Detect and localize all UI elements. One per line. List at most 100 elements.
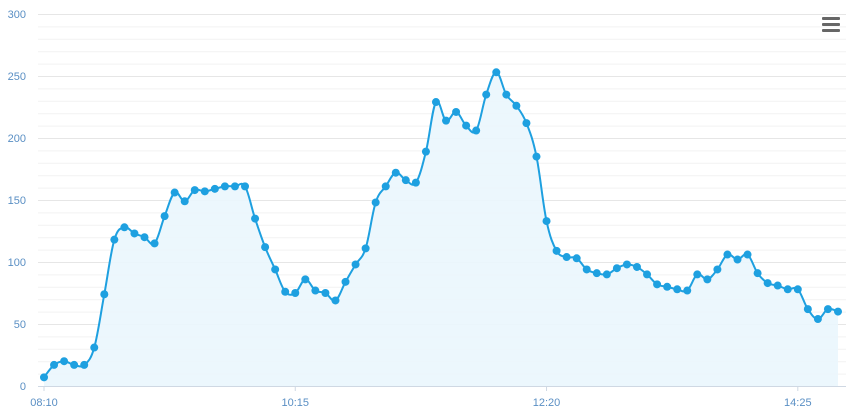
data-point[interactable]: [472, 126, 481, 135]
data-point[interactable]: [492, 68, 501, 77]
data-point[interactable]: [160, 212, 169, 221]
data-point[interactable]: [542, 217, 551, 226]
y-tick-label: 100: [8, 257, 26, 269]
data-point[interactable]: [462, 121, 471, 130]
data-point[interactable]: [502, 90, 511, 99]
data-point[interactable]: [411, 178, 420, 187]
data-point[interactable]: [753, 269, 762, 278]
series-area-fill: [44, 72, 838, 386]
data-point[interactable]: [140, 233, 149, 242]
data-point[interactable]: [150, 239, 159, 248]
data-point[interactable]: [200, 187, 209, 196]
data-point[interactable]: [834, 307, 842, 316]
y-tick-label: 0: [20, 381, 26, 393]
series-group: [43, 71, 839, 386]
data-point[interactable]: [301, 275, 310, 284]
data-point[interactable]: [442, 116, 451, 125]
data-point[interactable]: [643, 270, 652, 279]
x-tick-label: 10:15: [282, 397, 310, 409]
y-tick-label: 50: [14, 319, 26, 331]
data-point[interactable]: [693, 270, 702, 279]
data-point[interactable]: [562, 253, 571, 262]
data-point[interactable]: [683, 286, 692, 295]
data-point[interactable]: [592, 269, 601, 278]
data-point[interactable]: [371, 198, 380, 207]
data-point[interactable]: [110, 235, 119, 244]
data-point[interactable]: [210, 184, 219, 193]
data-point[interactable]: [40, 373, 48, 382]
data-point[interactable]: [291, 289, 300, 297]
data-point[interactable]: [60, 357, 69, 366]
data-point[interactable]: [261, 243, 270, 252]
menu-bar: [822, 23, 840, 26]
data-point[interactable]: [803, 305, 812, 314]
menu-bar: [822, 29, 840, 32]
data-point[interactable]: [230, 182, 239, 191]
data-point[interactable]: [452, 107, 461, 116]
data-point[interactable]: [582, 265, 591, 274]
data-point[interactable]: [391, 168, 400, 177]
data-point[interactable]: [170, 188, 179, 197]
data-point[interactable]: [331, 296, 340, 305]
data-point[interactable]: [823, 305, 832, 314]
y-axis-ticks: 0 50 100 150 200 250 300: [8, 9, 26, 393]
data-point[interactable]: [622, 260, 631, 269]
data-point[interactable]: [90, 343, 99, 352]
data-point[interactable]: [743, 250, 752, 259]
data-point[interactable]: [773, 281, 782, 290]
data-point[interactable]: [401, 176, 410, 185]
data-point[interactable]: [50, 360, 59, 369]
data-point[interactable]: [552, 246, 561, 255]
data-point[interactable]: [431, 98, 440, 107]
x-axis-ticks: 08:10 10:15 12:20 14:25: [30, 386, 812, 409]
menu-bar: [822, 17, 840, 20]
x-tick-label: 08:10: [30, 397, 58, 409]
data-point[interactable]: [482, 90, 491, 99]
data-point[interactable]: [713, 265, 722, 274]
data-point[interactable]: [763, 279, 772, 288]
chart-menu-icon[interactable]: [822, 17, 842, 35]
data-point[interactable]: [512, 101, 521, 110]
data-point[interactable]: [733, 255, 742, 264]
x-tick-label: 14:25: [784, 397, 812, 409]
data-point[interactable]: [311, 286, 320, 295]
data-point[interactable]: [70, 360, 79, 369]
data-point[interactable]: [281, 287, 290, 296]
data-point[interactable]: [220, 182, 229, 191]
data-point[interactable]: [602, 270, 611, 279]
data-point[interactable]: [130, 229, 139, 238]
data-point[interactable]: [673, 285, 682, 294]
data-point[interactable]: [120, 223, 129, 232]
data-point[interactable]: [723, 250, 732, 259]
y-tick-label: 200: [8, 133, 26, 145]
data-point[interactable]: [100, 290, 109, 299]
data-point[interactable]: [421, 147, 430, 156]
y-tick-label: 250: [8, 71, 26, 83]
data-point[interactable]: [793, 285, 802, 294]
data-point[interactable]: [361, 244, 370, 253]
data-point[interactable]: [813, 315, 822, 324]
data-point[interactable]: [80, 360, 89, 369]
data-point[interactable]: [632, 262, 641, 271]
data-point[interactable]: [663, 282, 672, 291]
data-point[interactable]: [251, 214, 260, 223]
data-point[interactable]: [381, 182, 390, 191]
data-point[interactable]: [341, 277, 350, 286]
data-point[interactable]: [612, 264, 621, 273]
y-tick-label: 300: [8, 9, 26, 21]
data-point[interactable]: [271, 265, 280, 274]
data-point[interactable]: [532, 152, 541, 161]
data-point[interactable]: [572, 254, 581, 263]
data-point[interactable]: [190, 186, 199, 195]
data-point[interactable]: [351, 260, 360, 269]
data-point[interactable]: [703, 275, 712, 284]
data-point[interactable]: [783, 285, 792, 294]
data-point[interactable]: [321, 289, 330, 297]
data-point[interactable]: [180, 197, 189, 206]
x-tick-label: 12:20: [533, 397, 561, 409]
data-point[interactable]: [653, 280, 662, 289]
data-point[interactable]: [241, 182, 250, 191]
data-point[interactable]: [522, 119, 531, 128]
